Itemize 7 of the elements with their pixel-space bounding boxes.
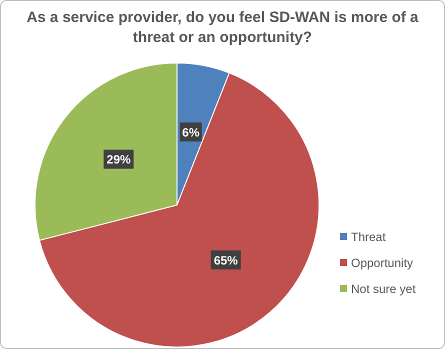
data-label: 65% xyxy=(214,253,238,268)
legend-label: Opportunity xyxy=(351,256,414,270)
legend-label: Not sure yet xyxy=(351,282,416,296)
data-label: 6% xyxy=(182,125,200,140)
legend-label: Threat xyxy=(351,230,386,244)
data-label: 29% xyxy=(106,152,131,167)
chart-title: As a service provider, do you feel SD-WAN is more of a threat or an opportunity? xyxy=(26,9,420,46)
